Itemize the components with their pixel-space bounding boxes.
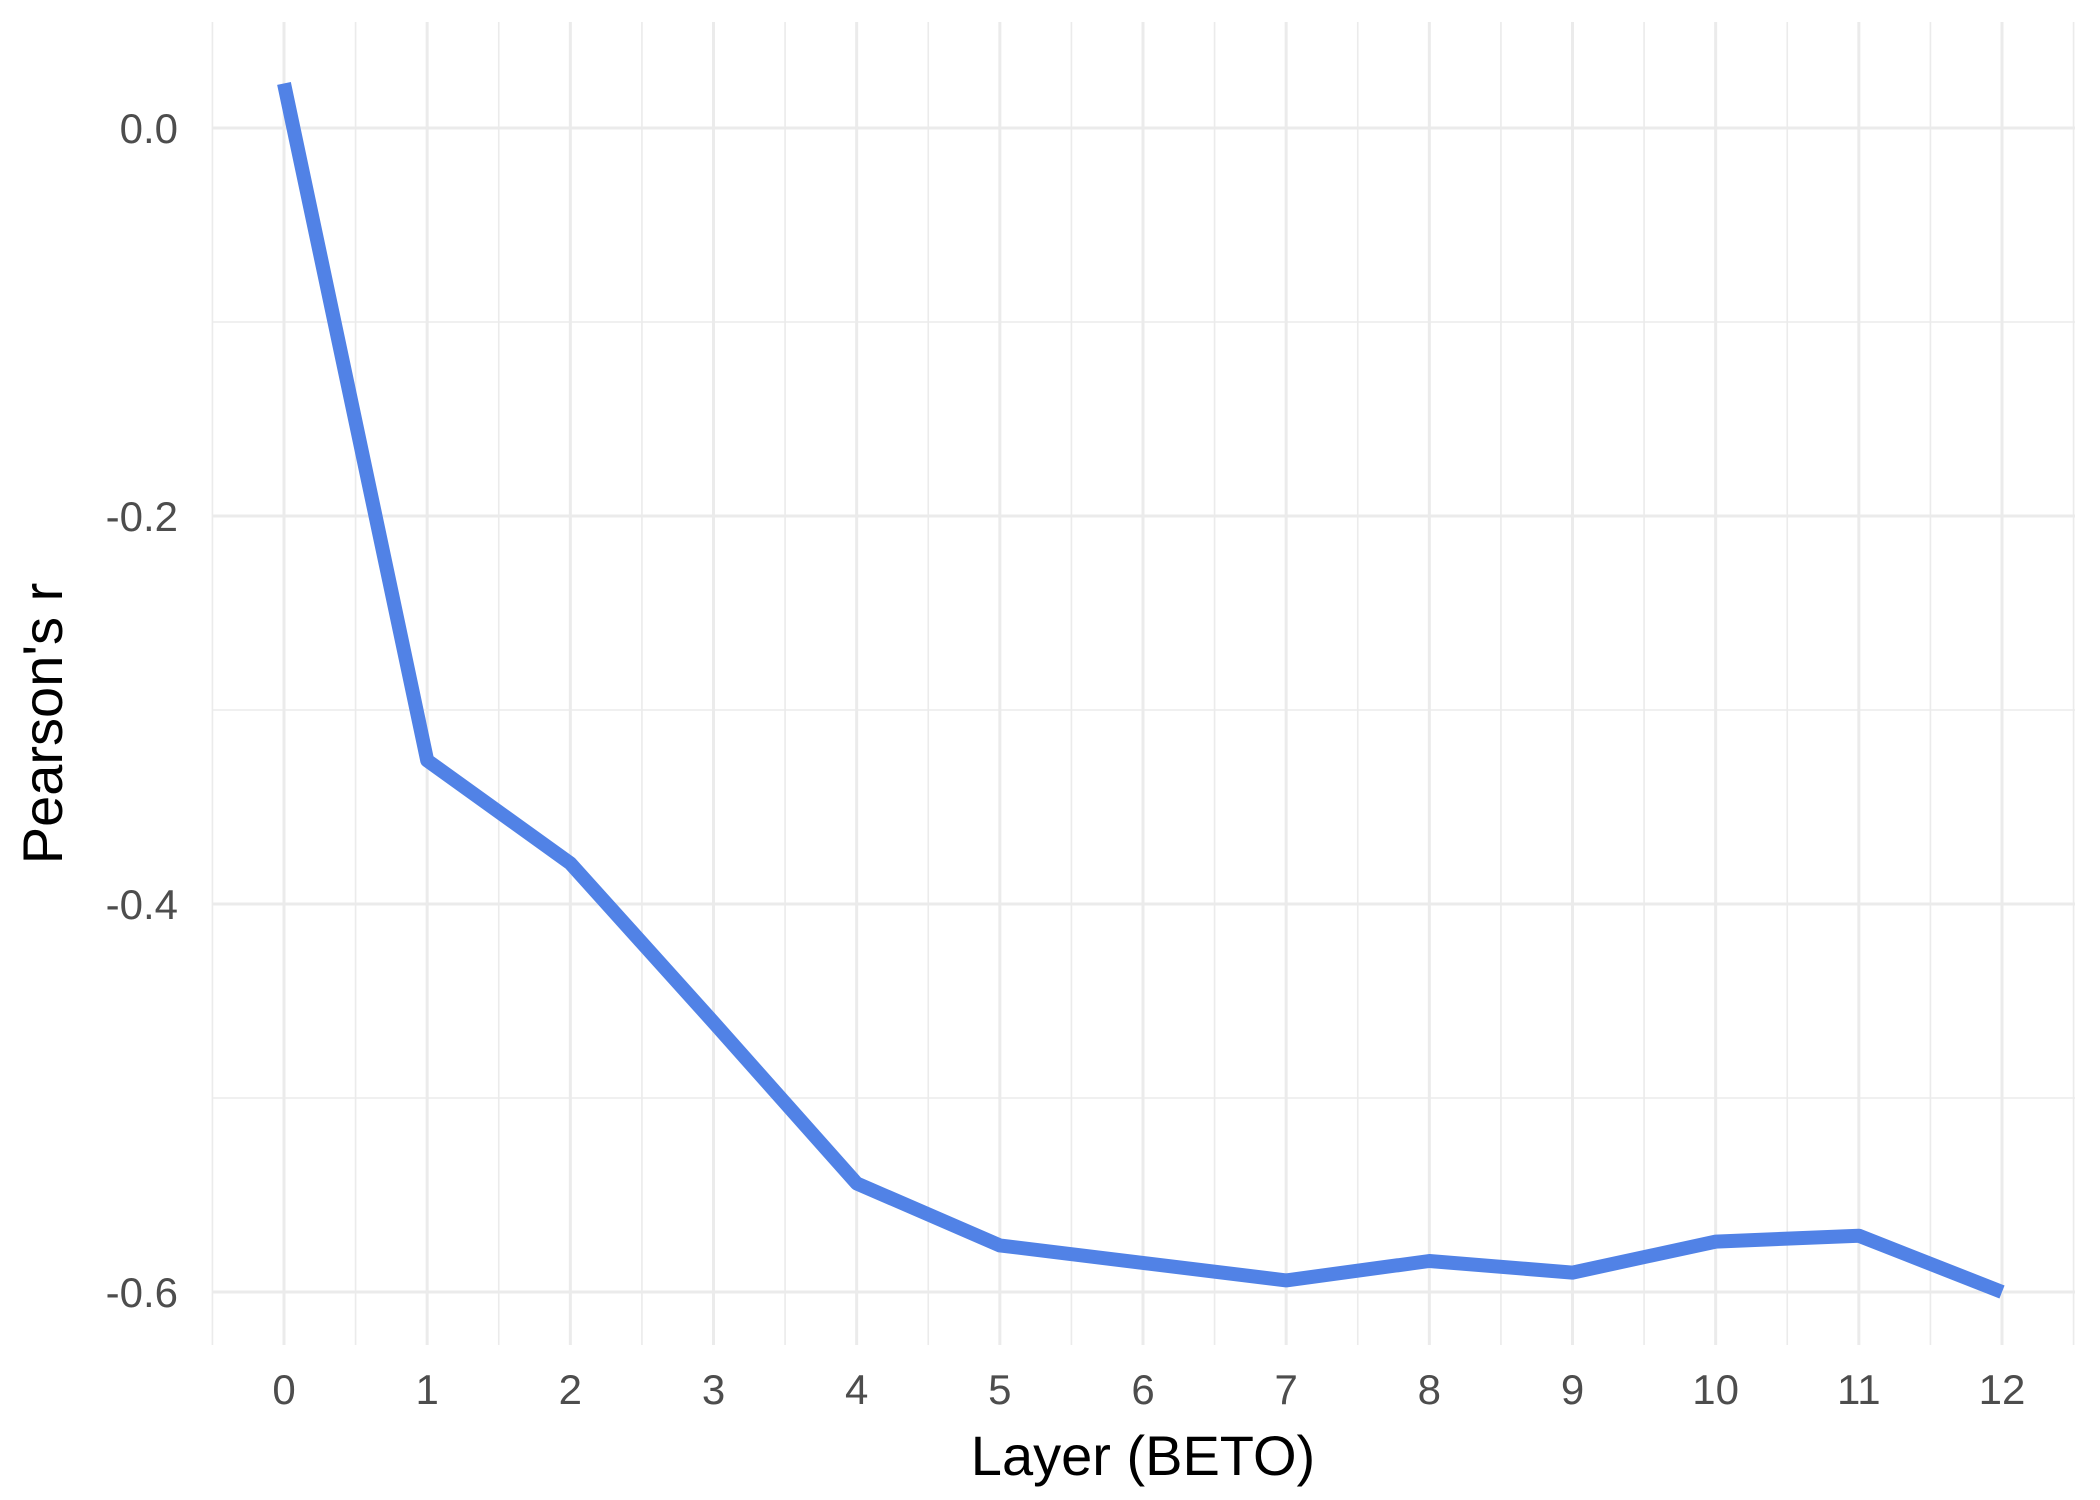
series-layer	[277, 81, 2005, 1299]
x-tick-label-4: 4	[845, 1366, 868, 1413]
y-tick-label-0: 0.0	[120, 105, 178, 152]
x-tick-label-8: 8	[1418, 1366, 1441, 1413]
x-tick-label-3: 3	[702, 1366, 725, 1413]
y-tick-label-1: -0.2	[106, 493, 178, 540]
x-tick-label-12: 12	[1979, 1366, 2026, 1413]
x-tick-label-5: 5	[988, 1366, 1011, 1413]
y-tick-label-2: -0.4	[106, 881, 178, 928]
y-tick-label-3: -0.6	[106, 1269, 178, 1316]
x-tick-label-1: 1	[415, 1366, 438, 1413]
y-axis-title: Pearson's r	[11, 583, 74, 864]
x-tick-labels: 0 1 2 3 4 5 6 7 8 9 10 11 12	[272, 1366, 2025, 1413]
x-tick-label-11: 11	[1837, 1366, 1881, 1413]
x-tick-label-7: 7	[1274, 1366, 1297, 1413]
y-tick-labels: 0.0 -0.2 -0.4 -0.6	[106, 105, 178, 1316]
x-tick-label-10: 10	[1692, 1366, 1739, 1413]
x-tick-label-0: 0	[272, 1366, 295, 1413]
grid-lines	[211, 22, 2075, 1345]
x-tick-label-9: 9	[1561, 1366, 1584, 1413]
x-tick-label-2: 2	[559, 1366, 582, 1413]
x-axis-title: Layer (BETO)	[971, 1424, 1315, 1487]
series-line-0	[277, 81, 2005, 1299]
x-tick-label-6: 6	[1131, 1366, 1154, 1413]
